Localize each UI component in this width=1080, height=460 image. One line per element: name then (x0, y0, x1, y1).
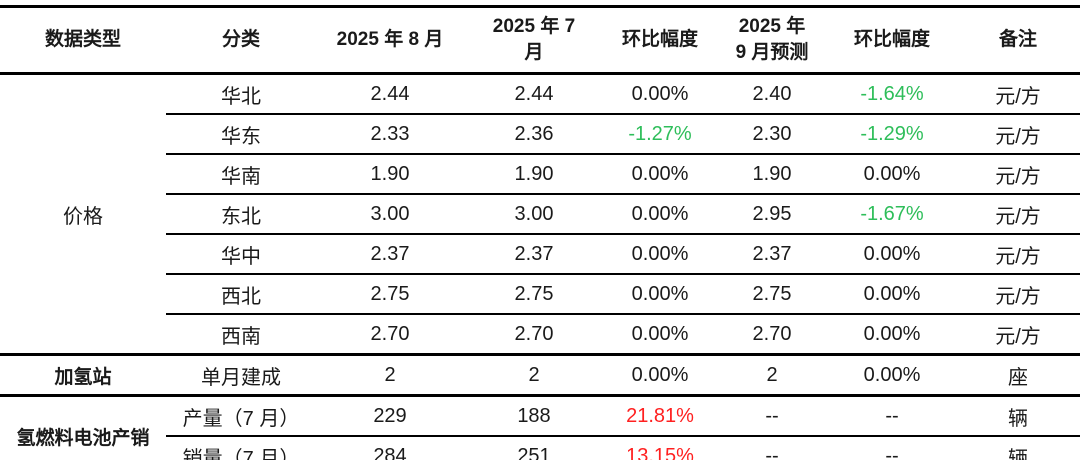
table-row-huanan: 华南 1.90 1.90 0.00% 1.90 0.00% 元/方 (0, 153, 1080, 194)
cell-mom2: 0.00% (828, 353, 956, 397)
cell-sep-forecast: 2.37 (716, 233, 828, 274)
cell-aug: 2.75 (316, 273, 464, 314)
cell-jul: 3.00 (464, 193, 604, 234)
cell-jul: 2.75 (464, 273, 604, 314)
cell-sep-forecast: 2.95 (716, 193, 828, 234)
table-row-huabei: 价格 华北 2.44 2.44 0.00% 2.40 -1.64% 元/方 (0, 74, 1080, 228)
cell-jul: 1.90 (464, 153, 604, 194)
table-row-station: 加氢站 单月建成 2 2 0.00% 2 0.00% 座 (0, 353, 1080, 397)
col-header-note: 备注 (956, 6, 1080, 75)
cell-mom1: 0.00% (604, 153, 716, 194)
cell-category: 华中 (166, 233, 316, 274)
cell-category: 东北 (166, 193, 316, 234)
cell-mom1: 21.81% (626, 404, 694, 427)
cell-note: 元/方 (956, 233, 1080, 274)
table-row-dongbei: 东北 3.00 3.00 0.00% 2.95 -1.67% 元/方 (0, 193, 1080, 234)
table-row-production: 氢燃料电池产销 产量（7 月） 229 188 21.81% -- -- 辆 (0, 396, 1080, 449)
header-line-1: 2025 年 (738, 16, 806, 37)
cell-note: 元/方 (956, 193, 1080, 234)
cell-category: 产量（7 月） (182, 407, 300, 430)
header-line-2: 9 月预测 (735, 42, 809, 63)
cell-category: 销量（7 月） (166, 435, 316, 460)
cell-mom2: -1.64% (860, 82, 924, 105)
cell-mom1: 0.00% (604, 313, 716, 355)
cell-note: 元/方 (956, 313, 1080, 355)
header-line-2: 月 (524, 42, 544, 63)
cell-jul: 2.36 (464, 113, 604, 154)
col-header-mom-change-1: 环比幅度 (604, 6, 716, 75)
col-header-jul-2025: 2025 年 7 月 (464, 6, 604, 75)
cell-jul: 2.44 (514, 82, 554, 105)
cell-category: 西北 (166, 273, 316, 314)
cell-note: 辆 (1008, 407, 1028, 430)
cell-sep-forecast: 1.90 (716, 153, 828, 194)
cell-aug: 2 (316, 353, 464, 397)
cell-jul: 251 (464, 435, 604, 460)
cell-jul: 188 (517, 404, 551, 427)
cell-category: 华北 (221, 85, 261, 108)
cell-category: 西南 (166, 313, 316, 355)
cell-sep-forecast: 2 (716, 353, 828, 397)
cell-mom2: -- (885, 404, 899, 427)
cell-category: 华东 (166, 113, 316, 154)
cell-sep-forecast: -- (716, 435, 828, 460)
table-row-xinan: 西南 2.70 2.70 0.00% 2.70 0.00% 元/方 (0, 313, 1080, 355)
cell-mom1: 0.00% (604, 353, 716, 397)
cell-category: 单月建成 (166, 353, 316, 397)
cell-jul: 2 (464, 353, 604, 397)
cell-mom2: 0.00% (828, 313, 956, 355)
cell-sep-forecast: 2.75 (716, 273, 828, 314)
cell-aug: 229 (373, 404, 407, 427)
cell-aug: 2.44 (370, 82, 410, 105)
table-row-sales: 销量（7 月） 284 251 13.15% -- -- 辆 (0, 435, 1080, 460)
cell-note: 座 (956, 353, 1080, 397)
group-cell-price: 价格 (63, 205, 103, 228)
cell-sep-forecast: -- (765, 404, 779, 427)
cell-mom2: -1.29% (828, 113, 956, 154)
header-line-1: 2025 年 7 (492, 16, 576, 37)
cell-mom2: 0.00% (828, 233, 956, 274)
col-header-sep-2025-forecast: 2025 年 9 月预测 (716, 6, 828, 75)
cell-mom1: 0.00% (604, 193, 716, 234)
cell-mom1: 0.00% (604, 273, 716, 314)
cell-note: 辆 (956, 435, 1080, 460)
cell-jul: 2.70 (464, 313, 604, 355)
cell-note: 元/方 (956, 113, 1080, 154)
table-row-huazhong: 华中 2.37 2.37 0.00% 2.37 0.00% 元/方 (0, 233, 1080, 274)
col-header-mom-change-2: 环比幅度 (828, 6, 956, 75)
cell-aug: 284 (316, 435, 464, 460)
group-cell-fuelcell: 氢燃料电池产销 (16, 427, 150, 449)
table-row-huadong: 华东 2.33 2.36 -1.27% 2.30 -1.29% 元/方 (0, 113, 1080, 154)
cell-sep-forecast: 2.30 (716, 113, 828, 154)
header-row: 数据类型 分类 2025 年 8 月 2025 年 7 月 环比幅度 2025 年… (0, 6, 1080, 75)
cell-mom1: -1.27% (604, 113, 716, 154)
cell-aug: 2.70 (316, 313, 464, 355)
cell-category: 华南 (166, 153, 316, 194)
col-header-category: 分类 (166, 6, 316, 75)
group-cell-station: 加氢站 (0, 353, 166, 397)
cell-aug: 2.37 (316, 233, 464, 274)
cell-sep-forecast: 2.40 (752, 82, 792, 105)
cell-aug: 1.90 (316, 153, 464, 194)
cell-mom1: 13.15% (604, 435, 716, 460)
cell-mom1: 0.00% (604, 233, 716, 274)
cell-sep-forecast: 2.70 (716, 313, 828, 355)
cell-note: 元/方 (956, 273, 1080, 314)
cell-mom2: 0.00% (828, 273, 956, 314)
cell-mom2: 0.00% (828, 153, 956, 194)
col-header-data-type: 数据类型 (0, 6, 166, 75)
cell-mom2: -- (828, 435, 956, 460)
cell-mom2: -1.67% (828, 193, 956, 234)
cell-note: 元/方 (956, 153, 1080, 194)
cell-jul: 2.37 (464, 233, 604, 274)
cell-mom1: 0.00% (631, 82, 689, 105)
col-header-aug-2025: 2025 年 8 月 (316, 6, 464, 75)
cell-aug: 2.33 (316, 113, 464, 154)
cell-note: 元/方 (995, 85, 1041, 108)
hydrogen-data-table: 数据类型 分类 2025 年 8 月 2025 年 7 月 环比幅度 2025 年… (0, 5, 1080, 460)
cell-aug: 3.00 (316, 193, 464, 234)
table-row-xibei: 西北 2.75 2.75 0.00% 2.75 0.00% 元/方 (0, 273, 1080, 314)
